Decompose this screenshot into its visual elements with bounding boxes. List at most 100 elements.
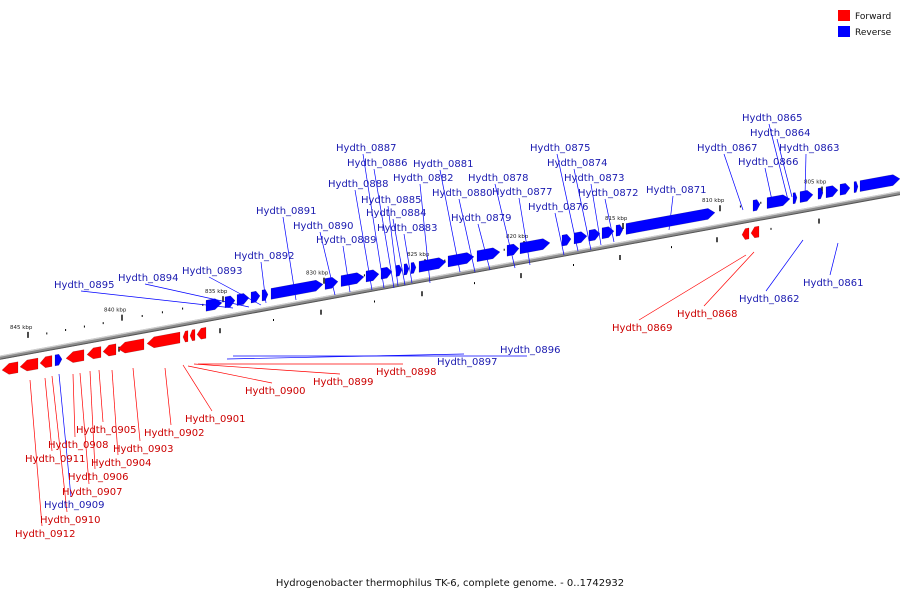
gene-arrow[interactable]: [817, 187, 824, 200]
gene-label-hydth_0895[interactable]: Hydth_0895: [54, 280, 115, 291]
gene-arrow[interactable]: [196, 327, 207, 340]
gene-arrow[interactable]: [561, 233, 572, 247]
gene-arrow[interactable]: [146, 331, 181, 349]
gene-label-hydth_0882[interactable]: Hydth_0882: [393, 173, 454, 184]
gene-arrow[interactable]: [741, 227, 750, 240]
gene-label-hydth_0888[interactable]: Hydth_0888: [328, 179, 389, 190]
label-leader-line: [164, 367, 172, 426]
gene-arrow[interactable]: [859, 174, 900, 192]
gene-arrow[interactable]: [625, 208, 716, 235]
tick-label: 810 kbp: [702, 198, 725, 204]
gene-label-hydth_0879[interactable]: Hydth_0879: [451, 213, 512, 224]
gene-label-hydth_0885[interactable]: Hydth_0885: [361, 195, 422, 206]
gene-arrow[interactable]: [403, 263, 410, 276]
gene-label-hydth_0889[interactable]: Hydth_0889: [316, 235, 377, 246]
gene-arrow[interactable]: [799, 190, 814, 203]
gene-label-hydth_0897[interactable]: Hydth_0897: [437, 357, 498, 368]
gene-label-hydth_0905[interactable]: Hydth_0905: [76, 425, 137, 436]
gene-arrow[interactable]: [506, 243, 520, 257]
gene-label-hydth_0878[interactable]: Hydth_0878: [468, 173, 529, 184]
gene-label-hydth_0907[interactable]: Hydth_0907: [62, 487, 123, 498]
gene-arrow[interactable]: [39, 355, 53, 368]
gene-label-hydth_0874[interactable]: Hydth_0874: [547, 158, 608, 169]
gene-label-hydth_0896[interactable]: Hydth_0896: [500, 345, 561, 356]
gene-label-hydth_0865[interactable]: Hydth_0865: [742, 113, 803, 124]
gene-label-hydth_0884[interactable]: Hydth_0884: [366, 208, 427, 219]
gene-label-hydth_0866[interactable]: Hydth_0866: [738, 157, 799, 168]
gene-arrow[interactable]: [476, 247, 501, 263]
gene-label-hydth_0902[interactable]: Hydth_0902: [144, 428, 205, 439]
gene-label-hydth_0880[interactable]: Hydth_0880: [432, 188, 493, 199]
gene-label-hydth_0903[interactable]: Hydth_0903: [113, 444, 174, 455]
gene-arrow[interactable]: [752, 199, 761, 212]
gene-arrow[interactable]: [102, 343, 117, 357]
gene-arrow[interactable]: [117, 338, 145, 354]
gene-arrow[interactable]: [365, 269, 380, 283]
gene-label-hydth_0908[interactable]: Hydth_0908: [48, 440, 109, 451]
gene-arrow[interactable]: [601, 226, 615, 240]
gene-label-hydth_0898[interactable]: Hydth_0898: [376, 367, 437, 378]
label-leader-line: [494, 183, 516, 269]
gene-label-hydth_0867[interactable]: Hydth_0867: [697, 143, 758, 154]
gene-label-hydth_0881[interactable]: Hydth_0881: [413, 159, 474, 170]
gene-label-hydth_0894[interactable]: Hydth_0894: [118, 273, 179, 284]
gene-label-hydth_0873[interactable]: Hydth_0873: [564, 173, 625, 184]
gene-arrow[interactable]: [418, 257, 447, 273]
label-leader-line: [768, 123, 789, 201]
gene-label-hydth_0893[interactable]: Hydth_0893: [182, 266, 243, 277]
gene-label-hydth_0861[interactable]: Hydth_0861: [803, 278, 864, 289]
gene-arrow[interactable]: [19, 357, 39, 372]
gene-label-hydth_0909[interactable]: Hydth_0909: [44, 500, 105, 511]
gene-arrow[interactable]: [573, 231, 588, 245]
gene-label-hydth_0911[interactable]: Hydth_0911: [25, 454, 86, 465]
gene-arrow[interactable]: [270, 279, 324, 300]
gene-label-hydth_0863[interactable]: Hydth_0863: [779, 143, 840, 154]
gene-arrow[interactable]: [189, 329, 196, 342]
gene-label-hydth_0883[interactable]: Hydth_0883: [377, 223, 438, 234]
gene-arrow[interactable]: [766, 194, 791, 209]
gene-arrow[interactable]: [410, 262, 417, 275]
gene-arrow[interactable]: [182, 330, 189, 343]
gene-label-hydth_0891[interactable]: Hydth_0891: [256, 206, 317, 217]
gene-label-hydth_0862[interactable]: Hydth_0862: [739, 294, 800, 305]
gene-arrow[interactable]: [792, 192, 798, 205]
gene-label-hydth_0910[interactable]: Hydth_0910: [40, 515, 101, 526]
gene-label-hydth_0869[interactable]: Hydth_0869: [612, 323, 673, 334]
gene-arrow[interactable]: [86, 346, 102, 360]
gene-arrow[interactable]: [250, 290, 261, 304]
gene-arrow[interactable]: [380, 266, 393, 280]
gene-label-hydth_0868[interactable]: Hydth_0868: [677, 309, 738, 320]
gene-label-hydth_0900[interactable]: Hydth_0900: [245, 386, 306, 397]
gene-label-hydth_0899[interactable]: Hydth_0899: [313, 377, 374, 388]
gene-label-hydth_0887[interactable]: Hydth_0887: [336, 143, 397, 154]
gene-arrow[interactable]: [839, 183, 851, 196]
gene-label-hydth_0892[interactable]: Hydth_0892: [234, 251, 295, 262]
gene-arrow[interactable]: [1, 361, 19, 375]
gene-label-hydth_0890[interactable]: Hydth_0890: [293, 221, 354, 232]
gene-arrow[interactable]: [340, 272, 365, 287]
gene-label-hydth_0864[interactable]: Hydth_0864: [750, 128, 811, 139]
gene-label-hydth_0912[interactable]: Hydth_0912: [15, 529, 76, 540]
gene-arrow[interactable]: [853, 181, 859, 194]
gene-label-hydth_0875[interactable]: Hydth_0875: [530, 143, 591, 154]
gene-arrow[interactable]: [54, 353, 63, 367]
label-leader-line: [29, 379, 43, 527]
gene-arrow[interactable]: [615, 224, 624, 237]
gene-label-hydth_0872[interactable]: Hydth_0872: [578, 188, 639, 199]
gene-arrow[interactable]: [750, 225, 760, 239]
gene-label-hydth_0871[interactable]: Hydth_0871: [646, 185, 707, 196]
gene-label-hydth_0876[interactable]: Hydth_0876: [528, 202, 589, 213]
gene-arrow[interactable]: [395, 264, 403, 277]
gene-label-hydth_0901[interactable]: Hydth_0901: [185, 414, 246, 425]
gene-arrow[interactable]: [519, 238, 551, 255]
gene-label-hydth_0877[interactable]: Hydth_0877: [492, 187, 553, 198]
gene-arrow[interactable]: [447, 252, 475, 268]
gene-label-hydth_0886[interactable]: Hydth_0886: [347, 158, 408, 169]
label-leader-line: [282, 216, 297, 301]
gene-label-hydth_0906[interactable]: Hydth_0906: [68, 472, 129, 483]
gene-arrow[interactable]: [236, 293, 250, 306]
gene-arrow[interactable]: [65, 349, 85, 363]
gene-arrow[interactable]: [825, 185, 839, 199]
backbone-line: [0, 190, 900, 357]
gene-label-hydth_0904[interactable]: Hydth_0904: [91, 458, 152, 469]
